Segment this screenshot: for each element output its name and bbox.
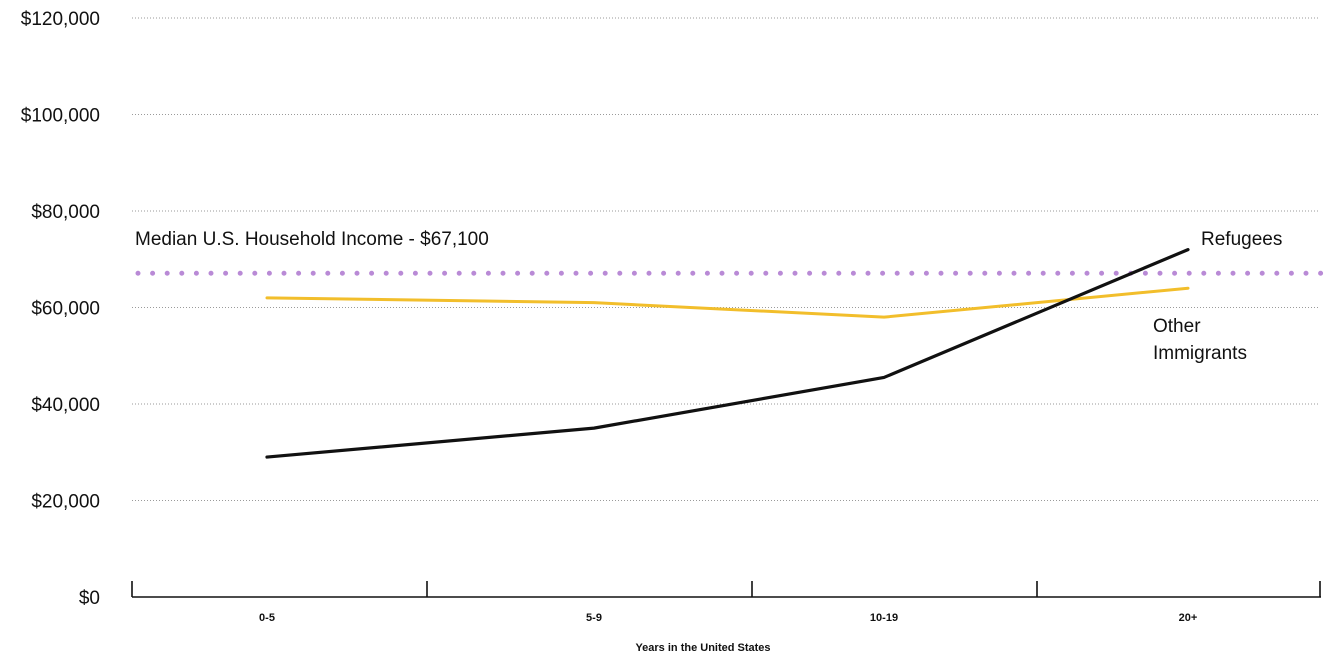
x-tick-label: 0-5	[259, 612, 275, 624]
other-immigrants-series-line	[265, 286, 1190, 319]
other-immigrants-series-label-line2: Immigrants	[1153, 343, 1247, 364]
y-axis-tick-labels: $0 $20,000 $40,000 $60,000 $80,000 $100,000 $1…	[21, 9, 100, 609]
x-tick-label: 10-19	[870, 612, 898, 624]
y-tick-label: $0	[79, 588, 100, 609]
y-tick-label: $100,000	[21, 106, 100, 127]
y-tick-label: $60,000	[31, 299, 100, 320]
refugees-series-label: Refugees	[1201, 229, 1282, 250]
y-tick-label: $80,000	[31, 202, 100, 223]
x-axis-tick-labels: 0-5 5-9 10-19 20+	[259, 612, 1197, 624]
other-immigrants-series-label-line1: Other	[1153, 316, 1201, 337]
x-tick-label: 20+	[1179, 612, 1198, 624]
x-axis	[131, 581, 1321, 598]
series-lines	[265, 248, 1190, 459]
refugees-series-line	[265, 248, 1190, 459]
x-tick-label: 5-9	[586, 612, 602, 624]
gridlines	[132, 17, 1320, 501]
x-axis-title: Years in the United States	[635, 642, 770, 654]
y-tick-label: $120,000	[21, 9, 100, 30]
y-tick-label: $20,000	[31, 492, 100, 513]
median-income-label: Median U.S. Household Income - $67,100	[135, 229, 489, 250]
y-tick-label: $40,000	[31, 395, 100, 416]
